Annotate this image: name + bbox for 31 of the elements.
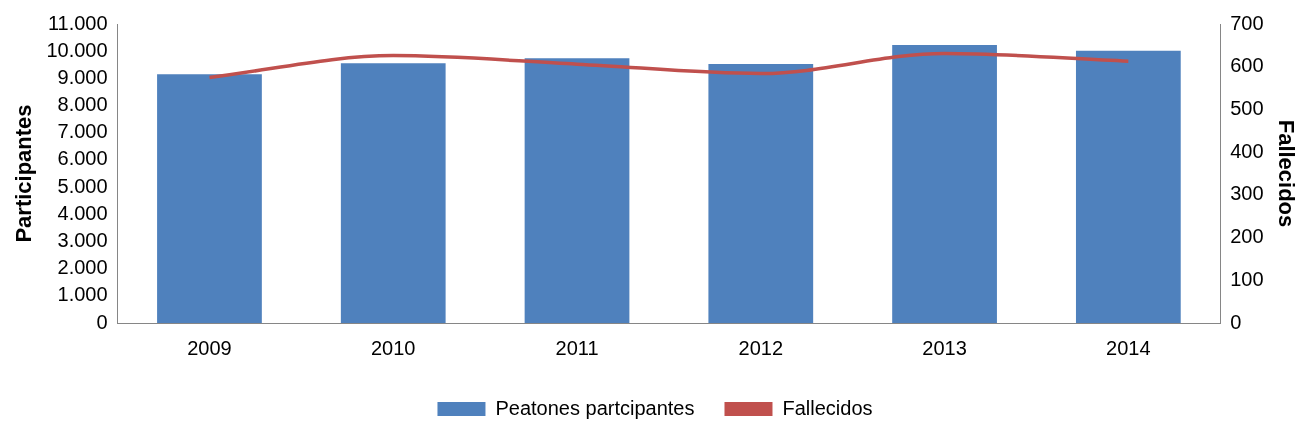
y2-tick-label: 0	[1230, 310, 1242, 333]
y-tick-label: 1.000	[57, 283, 108, 306]
y-tick-label: 6.000	[57, 147, 108, 170]
y2-tick-label: 300	[1230, 182, 1264, 205]
x-tick-label: 2010	[370, 336, 416, 359]
x-tick-label: 2013	[922, 336, 967, 359]
y-tick-label: 9.000	[57, 65, 108, 88]
x-tick-label: 2012	[738, 336, 784, 359]
y-tick-label: 3.000	[57, 228, 108, 251]
y-tick-label: 5.000	[57, 174, 108, 197]
y2-tick-label: 500	[1230, 96, 1264, 119]
legend-label: Fallecidos	[782, 396, 873, 419]
y-tick-label: 8.000	[57, 93, 108, 116]
y-axis-title: Participantes	[11, 104, 37, 243]
y2-tick-label: 200	[1230, 225, 1264, 248]
y2-tick-label: 400	[1230, 139, 1264, 162]
x-tick-label: 2009	[187, 336, 232, 359]
x-tick-label: 2014	[1106, 336, 1151, 359]
y-tick-label: 7.000	[57, 120, 108, 143]
y-tick-label: 11.000	[47, 11, 108, 34]
y-tick-label: 4.000	[57, 201, 108, 224]
y2-tick-label: 600	[1230, 54, 1264, 77]
y2-axis-title: Fallecidos	[1273, 119, 1299, 228]
line-series	[207, 51, 1131, 80]
y-tick-label: 10.000	[46, 38, 108, 61]
y2-tick-label: 700	[1230, 11, 1264, 34]
y2-tick-label: 100	[1230, 267, 1264, 290]
y-tick-label: 2.000	[57, 256, 108, 279]
x-tick-label: 2011	[555, 336, 599, 359]
legend-label: Peatones partcipantes	[495, 396, 695, 419]
y-tick-label: 0	[96, 310, 108, 333]
